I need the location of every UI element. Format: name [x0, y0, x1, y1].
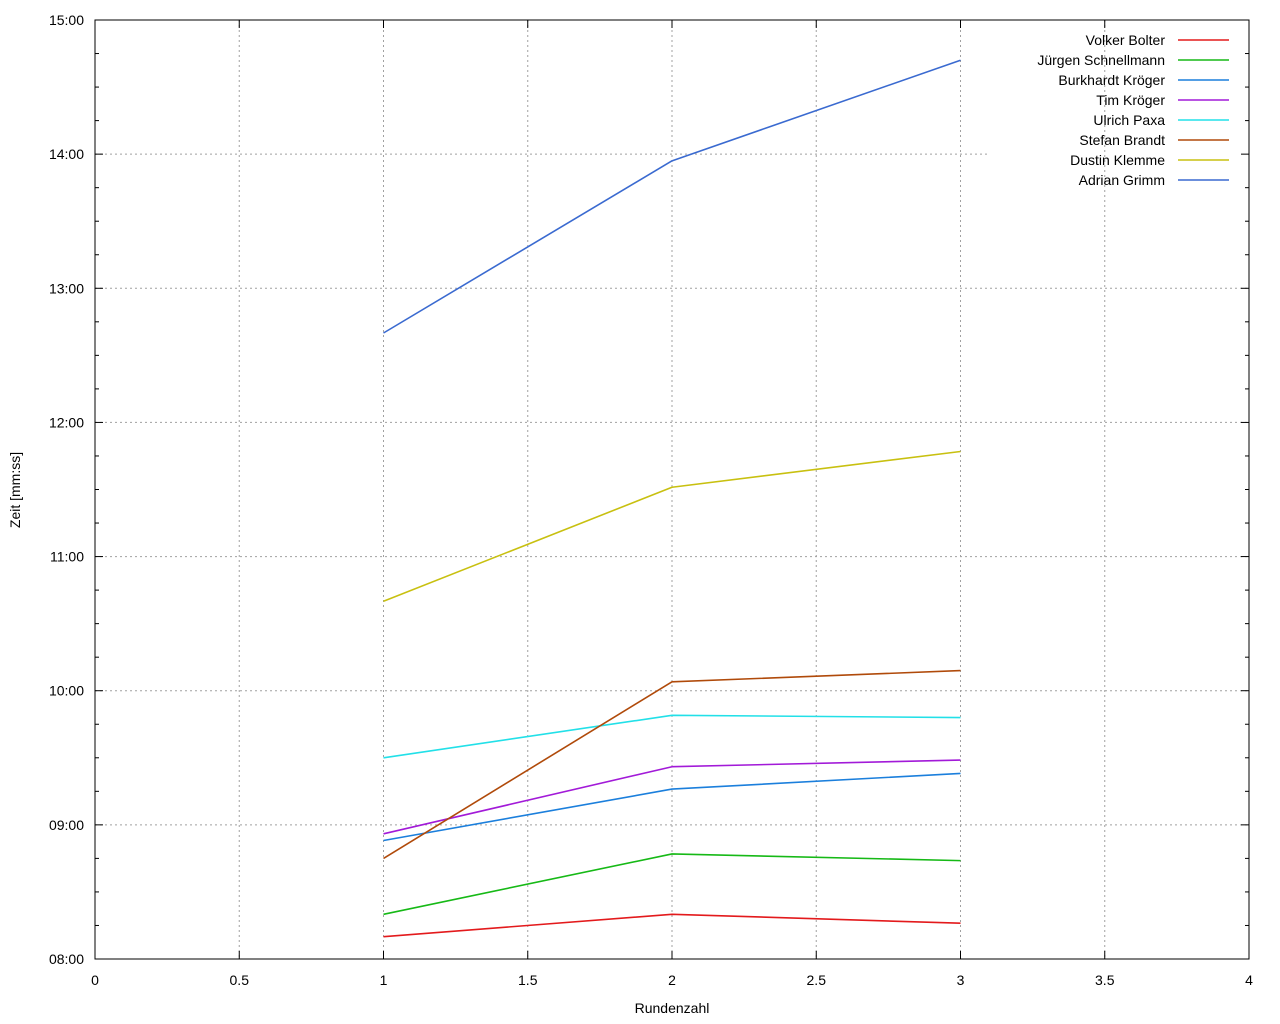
y-tick-label: 08:00 [49, 951, 84, 967]
legend: Volker Bolter Jürgen Schnellmann Burkhardt… [1037, 32, 1229, 188]
grid-lines [95, 20, 1249, 959]
series-line-1 [383, 853, 961, 916]
x-tick-labels: 0 0.5 1 1.5 2 2.5 3 3.5 4 [91, 972, 1253, 988]
x-axis-label: Rundenzahl [635, 1000, 710, 1016]
x-tick-label: 3.5 [1095, 972, 1115, 988]
series-line-0 [383, 913, 961, 938]
series-line-4 [383, 714, 961, 759]
x-tick-label: 3 [957, 972, 965, 988]
legend-label: Adrian Grimm [1079, 172, 1165, 188]
y-axis-label: Zeit [mm:ss] [7, 452, 23, 528]
series-line-2 [383, 772, 961, 842]
y-tick-label: 10:00 [49, 683, 84, 699]
legend-label: Stefan Brandt [1079, 132, 1165, 148]
y-tick-label: 12:00 [49, 414, 84, 430]
axis-ticks [94, 19, 1250, 960]
series-line-6 [383, 450, 961, 603]
y-tick-labels: 08:00 09:00 10:00 11:00 12:00 13:00 14:00 15:00 [49, 12, 84, 967]
x-tick-label: 1.5 [518, 972, 538, 988]
legend-label: Burkhardt Kröger [1058, 72, 1165, 88]
legend-label: Jürgen Schnellmann [1037, 52, 1165, 68]
legend-label: Tim Kröger [1096, 92, 1165, 108]
y-tick-label: 13:00 [49, 280, 84, 296]
series-line-3 [383, 759, 961, 835]
legend-label: Dustin Klemme [1070, 152, 1165, 168]
series-line-7 [383, 59, 961, 334]
x-tick-label: 2.5 [807, 972, 827, 988]
x-tick-label: 0 [91, 972, 99, 988]
y-tick-label: 09:00 [49, 817, 84, 833]
x-tick-label: 2 [668, 972, 676, 988]
y-tick-label: 11:00 [50, 549, 84, 565]
y-tick-label: 15:00 [49, 12, 84, 28]
legend-label: Ulrich Paxa [1093, 112, 1165, 128]
series-line-5 [383, 669, 961, 860]
x-tick-label: 4 [1245, 972, 1253, 988]
legend-label: Volker Bolter [1086, 32, 1166, 48]
y-tick-label: 14:00 [49, 146, 84, 162]
x-tick-label: 0.5 [230, 972, 250, 988]
series-lines [383, 59, 961, 938]
x-tick-label: 1 [380, 972, 388, 988]
